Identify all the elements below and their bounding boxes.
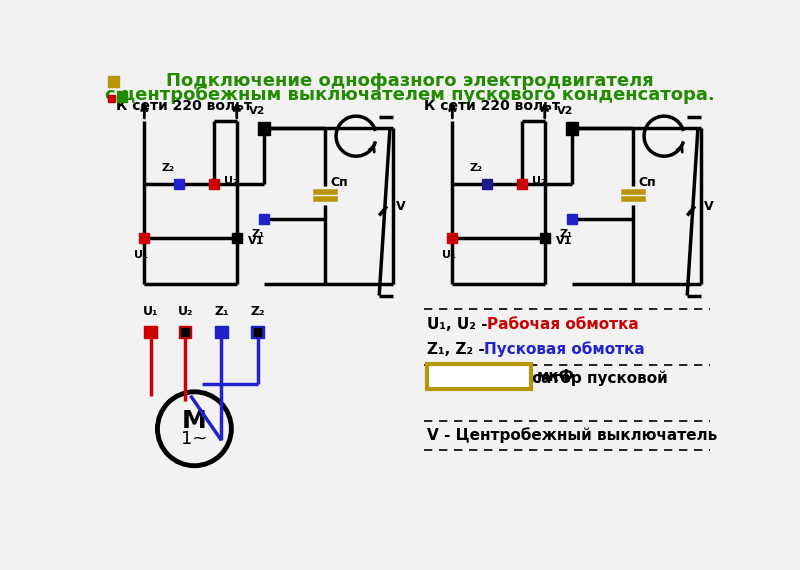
Text: U₁: U₁	[134, 250, 147, 260]
Bar	[182, 328, 189, 336]
Text: К сети 220 вольт: К сети 220 вольт	[116, 99, 252, 113]
Bar	[254, 328, 262, 336]
Text: К сети 220 вольт: К сети 220 вольт	[424, 99, 560, 113]
Text: V2: V2	[250, 106, 266, 116]
Text: V2: V2	[558, 106, 574, 116]
Bar	[232, 233, 242, 243]
Bar	[139, 233, 150, 243]
Text: M: M	[182, 409, 206, 433]
Bar	[447, 233, 458, 243]
Text: Cп: Cп	[330, 176, 347, 189]
Bar	[251, 325, 264, 338]
Bar	[117, 92, 127, 102]
Bar	[482, 179, 492, 189]
Bar	[144, 325, 157, 338]
Text: U₂: U₂	[225, 176, 238, 186]
Bar	[215, 325, 227, 338]
Text: U₁, U₂ -: U₁, U₂ -	[427, 316, 493, 332]
Bar	[108, 76, 119, 87]
Bar	[566, 123, 578, 135]
Bar	[179, 325, 191, 338]
Text: Z₂: Z₂	[162, 163, 174, 173]
Text: Пусковая обмотка: Пусковая обмотка	[484, 341, 645, 357]
Text: Рабочая обмотка: Рабочая обмотка	[487, 316, 638, 332]
Text: V: V	[396, 200, 406, 213]
Text: с центробежным выключателем пускового конденсатора.: с центробежным выключателем пускового ко…	[105, 86, 715, 104]
Text: Z₁: Z₁	[214, 305, 229, 318]
Bar	[108, 95, 115, 102]
Bar	[258, 214, 269, 223]
Text: U₂: U₂	[533, 176, 546, 186]
Text: 1~: 1~	[182, 430, 207, 448]
Text: U₁: U₁	[442, 250, 455, 260]
Text: V: V	[704, 200, 714, 213]
Text: Z₁: Z₁	[559, 229, 572, 239]
Text: U₂: U₂	[178, 305, 193, 318]
Text: U₁: U₁	[142, 305, 158, 318]
Bar	[540, 233, 550, 243]
Text: Z₁: Z₁	[251, 229, 264, 239]
Text: Сп - Конденсатор пусковой: Сп - Конденсатор пусковой	[427, 371, 668, 386]
Text: V - Центробежный выключатель: V - Центробежный выключатель	[427, 427, 717, 443]
Text: Z₁, Z₂ -: Z₁, Z₂ -	[427, 342, 490, 357]
Text: V1: V1	[247, 236, 264, 246]
Text: Cп: Cп	[638, 176, 655, 189]
Text: Z₂: Z₂	[470, 163, 482, 173]
Bar	[209, 179, 218, 189]
Bar	[427, 364, 531, 389]
Text: Подключение однофазного электродвигателя: Подключение однофазного электродвигателя	[166, 72, 654, 89]
Bar	[174, 179, 184, 189]
Bar	[258, 123, 270, 135]
Bar	[566, 214, 577, 223]
Text: Z₂: Z₂	[250, 305, 265, 318]
Text: мкФ: мкФ	[537, 369, 574, 384]
Text: V1: V1	[555, 236, 572, 246]
Bar	[517, 179, 526, 189]
